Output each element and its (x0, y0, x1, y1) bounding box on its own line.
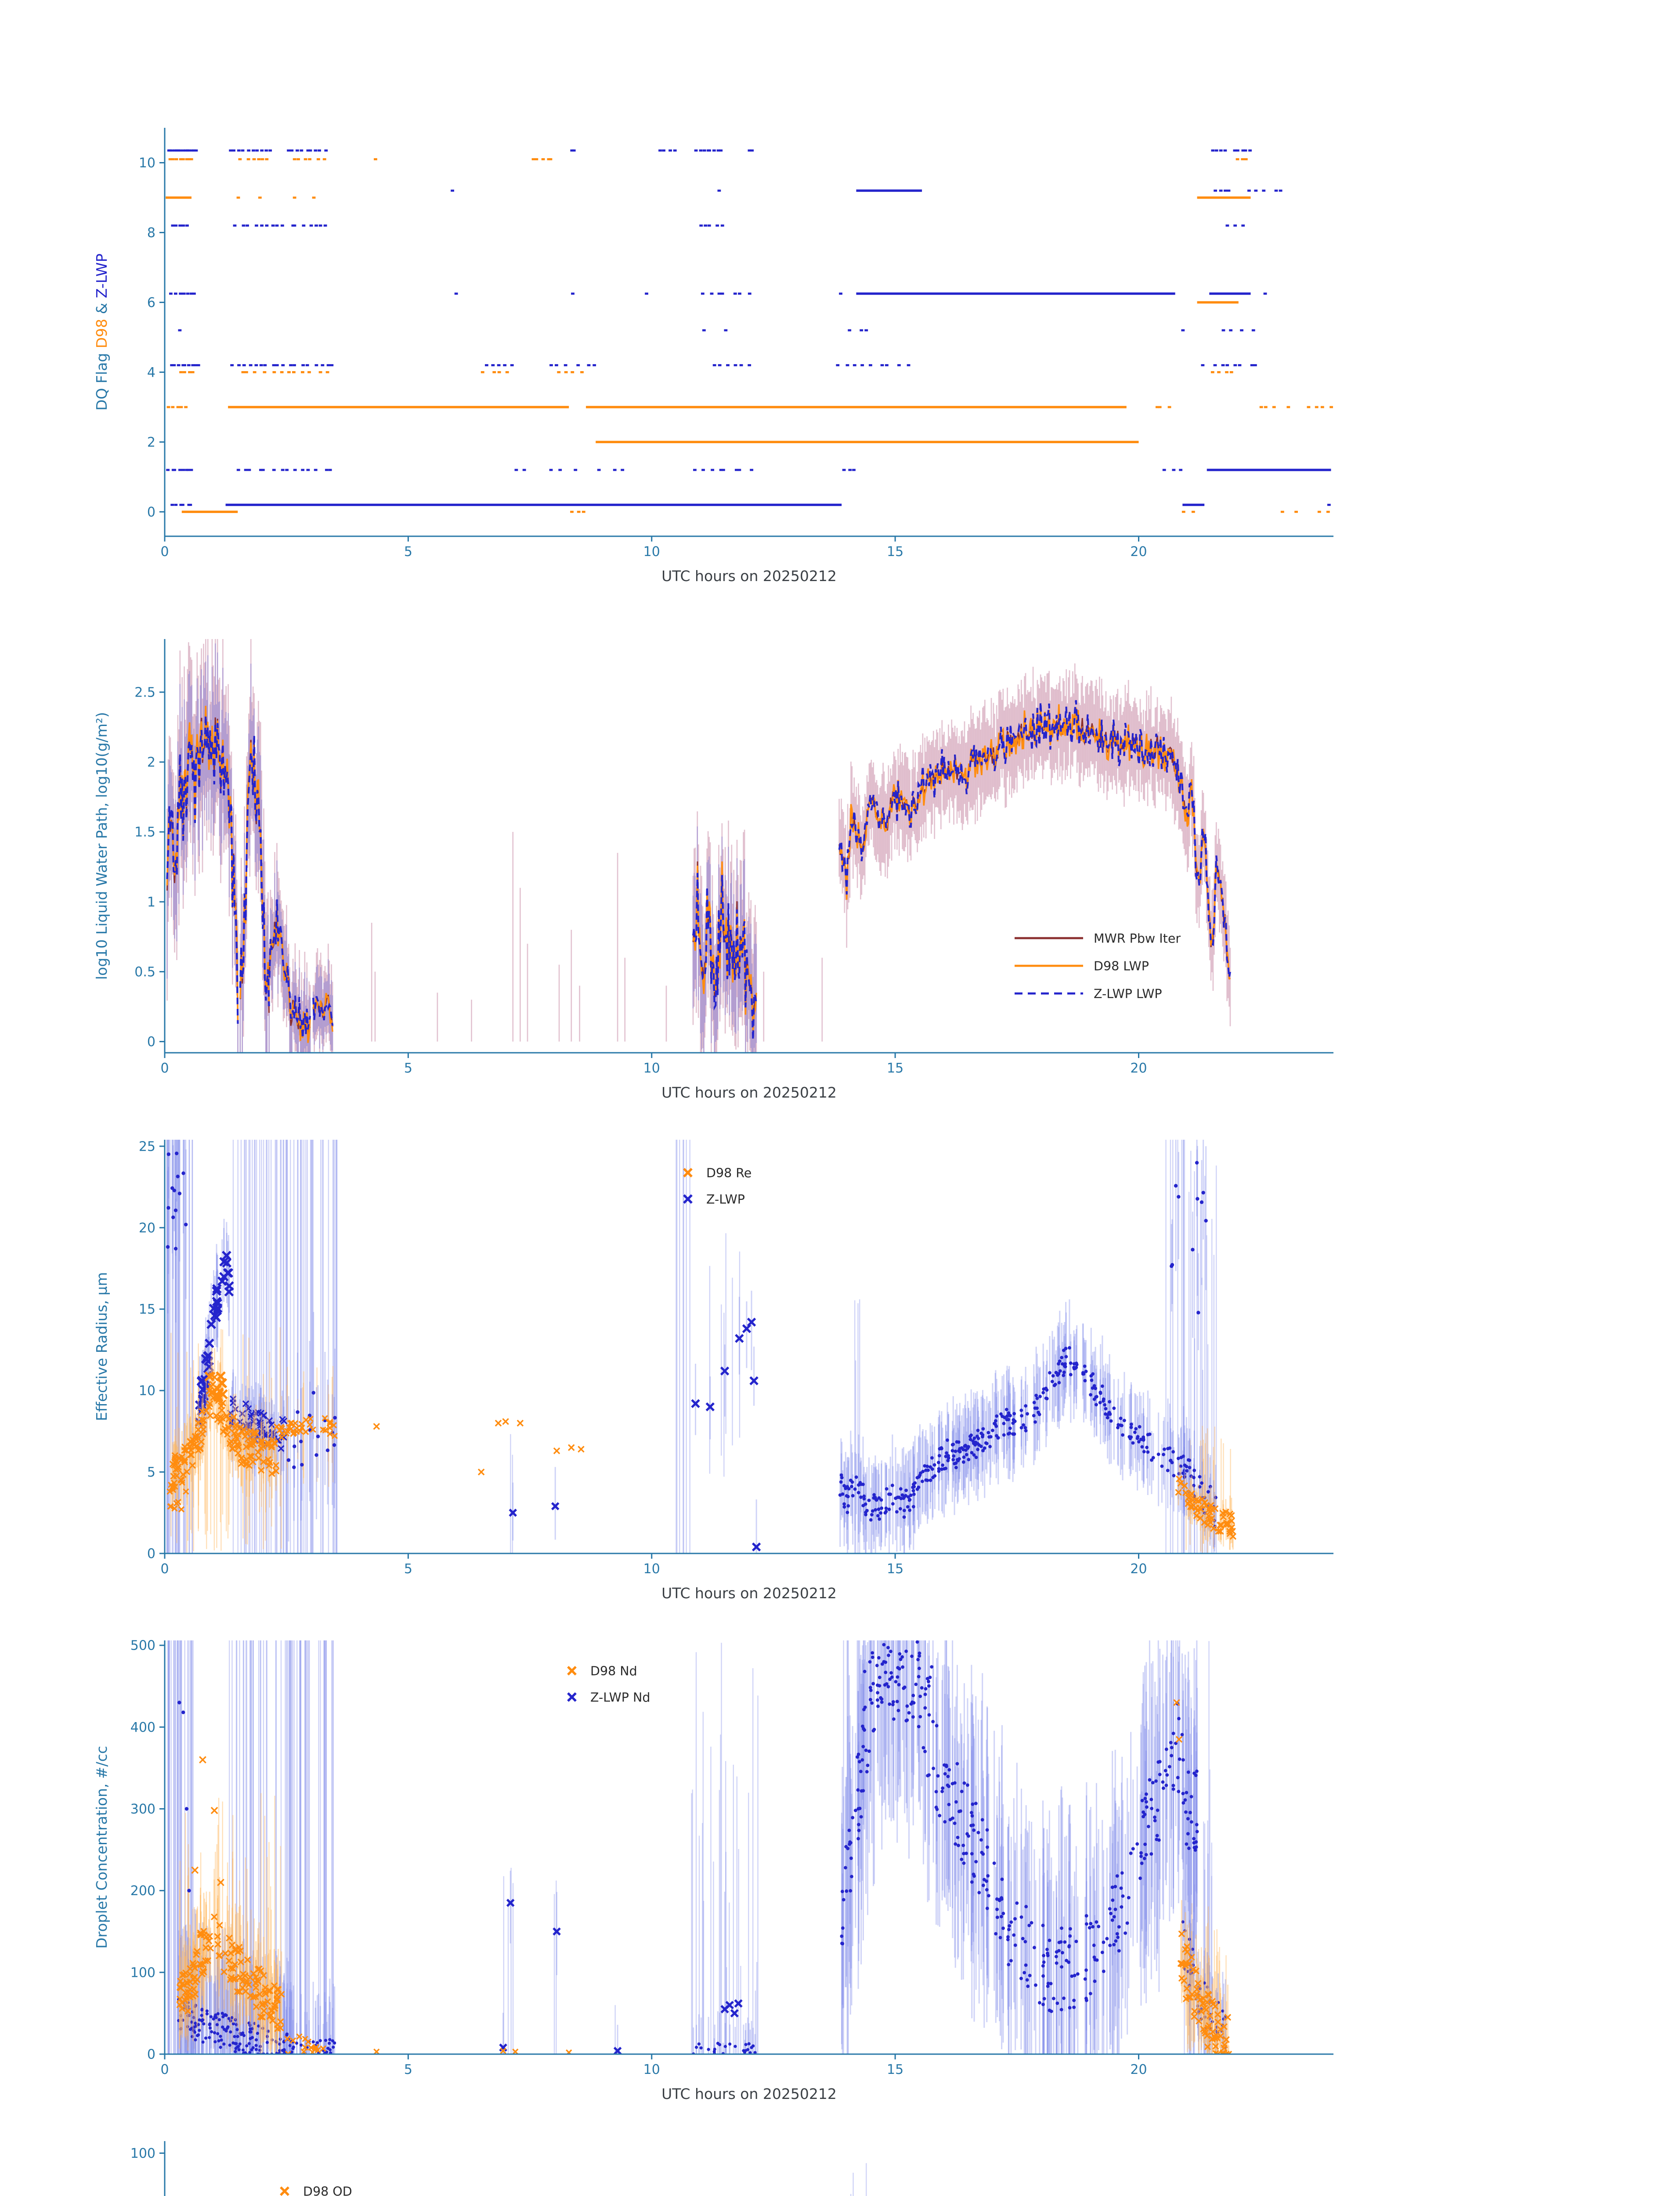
y-tick-label: 0 (147, 505, 155, 520)
x-tick-label: 15 (887, 2062, 903, 2077)
panel-re: 0 5 10 15 20 0 5 10 15 20 25 UTC hours on 20250212 E… (93, 1139, 1333, 1602)
y-tick-label: 2.5 (134, 685, 155, 700)
x-tick-label: 5 (404, 1061, 412, 1076)
xlabel-re: UTC hours on 20250212 (661, 1585, 837, 1602)
legend-label: Z-LWP LWP (1094, 987, 1162, 1001)
legend-re: D98 Re Z-LWP (683, 1166, 751, 1207)
ylabel-re: Effective Radius, µm (93, 1272, 110, 1421)
x-tick-label: 15 (887, 544, 903, 560)
ylabel-lwp: log10 Liquid Water Path, log10(g/m²) (93, 712, 110, 980)
x-tick-label: 5 (404, 2062, 412, 2077)
x-tick-label: 5 (404, 1561, 412, 1577)
y-tick-label: 0.5 (134, 964, 155, 980)
x-tick-label: 10 (643, 1561, 660, 1577)
y-tick-label: 4 (147, 365, 155, 380)
y-tick-label: 5 (147, 1465, 155, 1480)
y-tick-label: 200 (130, 1883, 155, 1899)
legend-label: D98 Nd (590, 1664, 637, 1679)
y-tick-label: 10 (139, 1383, 155, 1399)
panel-od: 05101520020406080100UTC hours on 2025021… (130, 2141, 867, 2196)
legend-label: D98 LWP (1094, 959, 1149, 974)
x-tick-label: 15 (887, 1561, 903, 1577)
x-tick-label: 20 (1130, 544, 1147, 560)
x-tick-label: 0 (160, 2062, 169, 2077)
plot-area-dq-flag (166, 149, 1333, 513)
x-tick-label: 0 (160, 544, 169, 560)
x-tick-label: 15 (887, 1061, 903, 1076)
legend-label: D98 Re (706, 1166, 751, 1181)
y-tick-label: 300 (130, 1802, 155, 1817)
x-tick-label: 10 (643, 2062, 660, 2077)
legend-lwp: MWR Pbw Iter D98 LWP Z-LWP LWP (1015, 932, 1181, 1001)
plot-area-nd (167, 1640, 1232, 2054)
plot-area-lwp (166, 639, 1231, 1053)
y-tick-label: 25 (139, 1139, 155, 1154)
x-tick-label: 10 (643, 544, 660, 560)
y-tick-label: 100 (130, 1965, 155, 1980)
y-tick-label: 15 (139, 1302, 155, 1317)
x-tick-label: 0 (160, 1561, 169, 1577)
legend-label: D98 OD (303, 2185, 352, 2196)
legend-label: Z-LWP Nd (590, 1690, 650, 1705)
x-tick-label: 20 (1130, 2062, 1147, 2077)
legend-label: Z-LWP (706, 1192, 745, 1207)
y-tick-label: 2 (147, 755, 155, 770)
y-tick-label: 400 (130, 1720, 155, 1735)
legend-label: MWR Pbw Iter (1094, 932, 1181, 946)
x-tick-label: 0 (160, 1061, 169, 1076)
x-tick-label: 10 (643, 1061, 660, 1076)
xlabel-lwp: UTC hours on 20250212 (661, 1084, 837, 1101)
y-tick-label: 100 (130, 2146, 155, 2161)
y-tick-label: 8 (147, 225, 155, 241)
legend-od: D98 ODZ-LWP Nd (280, 2185, 352, 2196)
xlabel-dq-flag: UTC hours on 20250212 (661, 567, 837, 585)
y-tick-label: 10 (139, 155, 155, 171)
x-tick-label: 20 (1130, 1561, 1147, 1577)
y-tick-label: 0 (147, 1546, 155, 1562)
y-tick-label: 500 (130, 1638, 155, 1654)
panel-lwp: 0 5 10 15 20 0 0.5 1 1.5 2 2.5 UTC hours on 2025021… (93, 639, 1333, 1101)
y-tick-label: 1 (147, 895, 155, 910)
xlabel-nd: UTC hours on 20250212 (661, 2085, 837, 2102)
y-tick-label: 0 (147, 2047, 155, 2062)
y-tick-label: 0 (147, 1034, 155, 1050)
y-tick-label: 6 (147, 295, 155, 311)
plot-area-re (166, 1140, 1237, 1553)
x-tick-label: 20 (1130, 1061, 1147, 1076)
y-tick-label: 1.5 (134, 825, 155, 840)
legend-nd: D98 Nd Z-LWP Nd (567, 1664, 650, 1705)
x-tick-label: 5 (404, 544, 412, 560)
ylabel-dq-flag: DQ Flag D98 & Z-LWP (93, 253, 110, 411)
y-tick-label: 20 (139, 1221, 155, 1236)
ylabel-nd: Droplet Concentration, #/cc (93, 1746, 110, 1949)
y-tick-label: 2 (147, 435, 155, 450)
